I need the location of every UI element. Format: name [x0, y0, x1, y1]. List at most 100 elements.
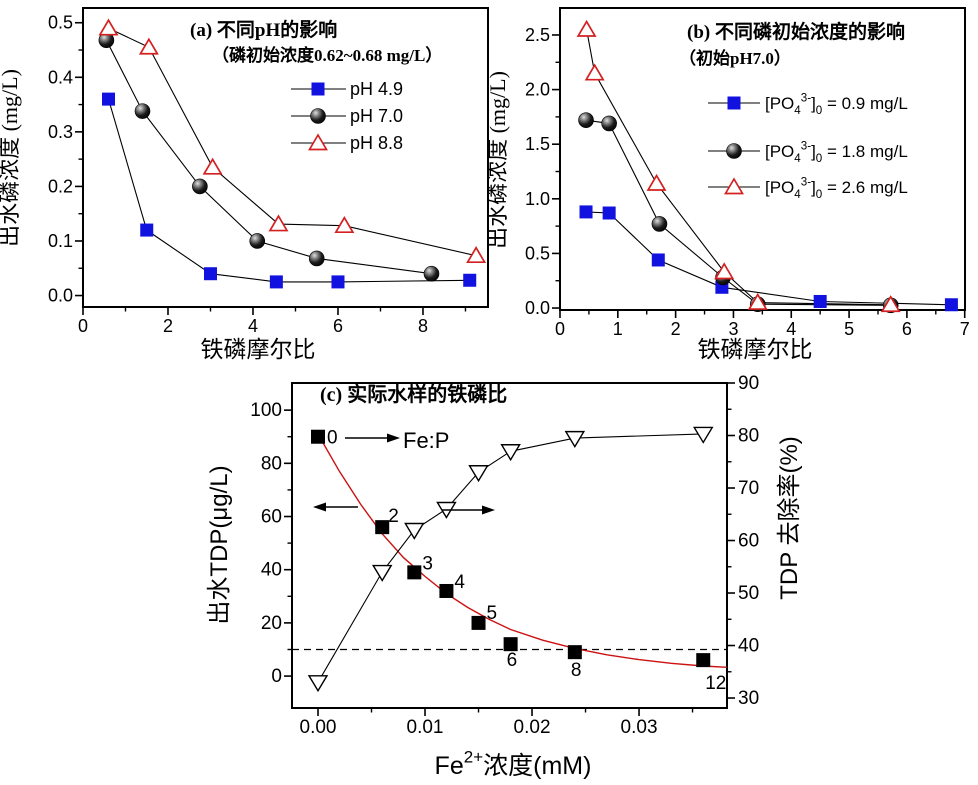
plot-frame	[82, 7, 489, 308]
x-tick-label: 6	[902, 319, 912, 339]
legend-item-row: [PO43-]0 = 1.8 mg/L	[708, 139, 908, 165]
marker-square	[602, 206, 616, 220]
point-label: 3	[422, 553, 433, 574]
panel-title-line-1: (c) 实际水样的铁磷比	[320, 382, 507, 406]
y-tick-label: 0	[271, 666, 282, 687]
y-tick-label: 100	[250, 400, 282, 421]
chart-a: 0 2 4 6 8 0.0 0.1 0.2 0.3 0.4 0.5 铁磷摩尔比 出水磷浓度 (mg/L)…	[0, 7, 489, 362]
y-tick-label: 0.5	[525, 243, 550, 263]
legend: [PO43-]0 = 0.9 mg/L [PO43-]0 = 1.8 mg/L [P…	[708, 91, 908, 201]
marker-triangle-up	[308, 133, 328, 151]
marker-triangle-up	[334, 216, 355, 234]
exponential-fit-curve	[317, 433, 727, 668]
plot-frame	[291, 382, 728, 709]
marker-triangle-down	[307, 675, 329, 693]
marker-square	[813, 294, 827, 308]
x-tick-label: 4	[248, 316, 258, 336]
series-line-PO4-0.9	[585, 211, 952, 306]
point-label: 5	[487, 603, 498, 624]
marker-triangle-up	[202, 157, 223, 175]
marker-triangle-down	[564, 430, 586, 448]
y-tick-label: 60	[261, 507, 282, 528]
point-label: 8	[571, 660, 582, 681]
panel-title-line-2: （初始pH7.0）	[679, 48, 791, 68]
point-label: 4	[454, 572, 465, 593]
legend-item-pH 4.9: pH 4.9	[291, 79, 403, 99]
y-axis-label: 出水磷浓度 (mg/L)	[489, 71, 510, 249]
y-tick-label: 20	[261, 613, 282, 634]
y-tick-label: 2.0	[525, 80, 550, 100]
series-line-pH 4.9	[107, 98, 470, 283]
marker-square	[203, 267, 217, 281]
x-tick-label: 0	[78, 316, 88, 336]
marker-triangle-up	[880, 295, 901, 313]
legend-item-row: [PO43-]0 = 0.9 mg/L	[708, 91, 908, 117]
marker-triangle-up	[138, 37, 159, 55]
marker-sphere	[423, 265, 440, 282]
marker-sphere	[726, 143, 742, 159]
x-tick-label: 7	[960, 319, 970, 339]
marker-sphere	[651, 216, 668, 232]
x-tick-label: 0	[555, 319, 565, 339]
x-tick-label: 8	[418, 316, 428, 336]
marker-square	[311, 82, 325, 96]
marker-square	[567, 645, 582, 660]
legend: pH 4.9 pH 7.0 pH 8.8	[291, 79, 403, 153]
marker-triangle-up	[724, 177, 744, 195]
marker-triangle-up	[98, 18, 119, 36]
marker-triangle-up	[576, 19, 597, 37]
marker-square	[471, 615, 486, 630]
left-axis-pointer-arrow-head	[313, 502, 326, 512]
legend-label: pH 8.8	[350, 133, 403, 153]
y-axis: 0 20 40 60 80 100	[250, 400, 292, 687]
marker-triangle-up	[714, 262, 735, 280]
series-PO4-2.6	[576, 19, 901, 313]
series-effluent-TDP: 0 2 34 5 6 8 12	[311, 428, 726, 694]
legend-item-pH 8.8: pH 8.8	[291, 133, 403, 153]
series-pH 8.8	[98, 18, 487, 264]
legend-item-pH 7.0: pH 7.0	[291, 106, 403, 126]
x-tick-label: 6	[333, 316, 343, 336]
x-axis-label: 铁磷摩尔比	[698, 337, 813, 362]
series-PO4-0.9	[579, 205, 958, 312]
marker-square	[311, 429, 326, 444]
y-axis-label: 出水TDP(μg/L)	[206, 465, 233, 624]
x-tick-label: 0.01	[407, 717, 444, 738]
marker-sphere	[578, 112, 594, 128]
y-tick-label: 0.0	[525, 298, 550, 318]
marker-triangle-down	[693, 426, 714, 444]
marker-triangle-up	[646, 173, 667, 191]
marker-square	[331, 275, 345, 289]
marker-sphere	[310, 108, 326, 124]
y2-axis-label: TDP 去除率(%)	[776, 436, 803, 600]
x-axis: 0.00 0.01 0.02 0.03	[300, 708, 694, 738]
panel-title-line-1: (b) 不同磷初始浓度的影响	[687, 20, 905, 43]
marker-triangle-up	[584, 63, 605, 81]
y2-tick-label: 50	[738, 583, 759, 604]
x-tick-label: 0.03	[621, 717, 658, 738]
y-axis-label: 出水磷浓度 (mg/L)	[0, 69, 22, 247]
y-tick-label: 0.4	[48, 67, 73, 87]
marker-square	[696, 653, 711, 668]
marker-sphere	[601, 115, 617, 132]
fe-p-ratio-arrow-head	[387, 433, 400, 443]
x-tick-label: 0.00	[300, 717, 337, 738]
series-line-PO4-2.6	[586, 29, 891, 306]
y2-tick-label: 40	[738, 636, 759, 657]
x-tick-label: 3	[728, 319, 738, 339]
x-tick-label: 1	[613, 319, 623, 339]
marker-square	[375, 520, 390, 535]
y2-tick-label: 70	[738, 478, 759, 499]
legend-label: pH 4.9	[350, 79, 403, 99]
x-tick-label: 0.02	[514, 717, 551, 738]
marker-square	[101, 92, 115, 106]
marker-triangle-up	[268, 214, 289, 232]
point-label: 12	[705, 673, 726, 694]
marker-triangle-down	[371, 564, 393, 582]
marker-sphere	[308, 250, 325, 267]
marker-square	[944, 298, 958, 312]
y2-tick-label: 30	[738, 688, 759, 709]
legend-label: [PO43-]0 = 0.9 mg/L	[765, 91, 908, 117]
y-tick-label: 1.5	[525, 134, 550, 154]
